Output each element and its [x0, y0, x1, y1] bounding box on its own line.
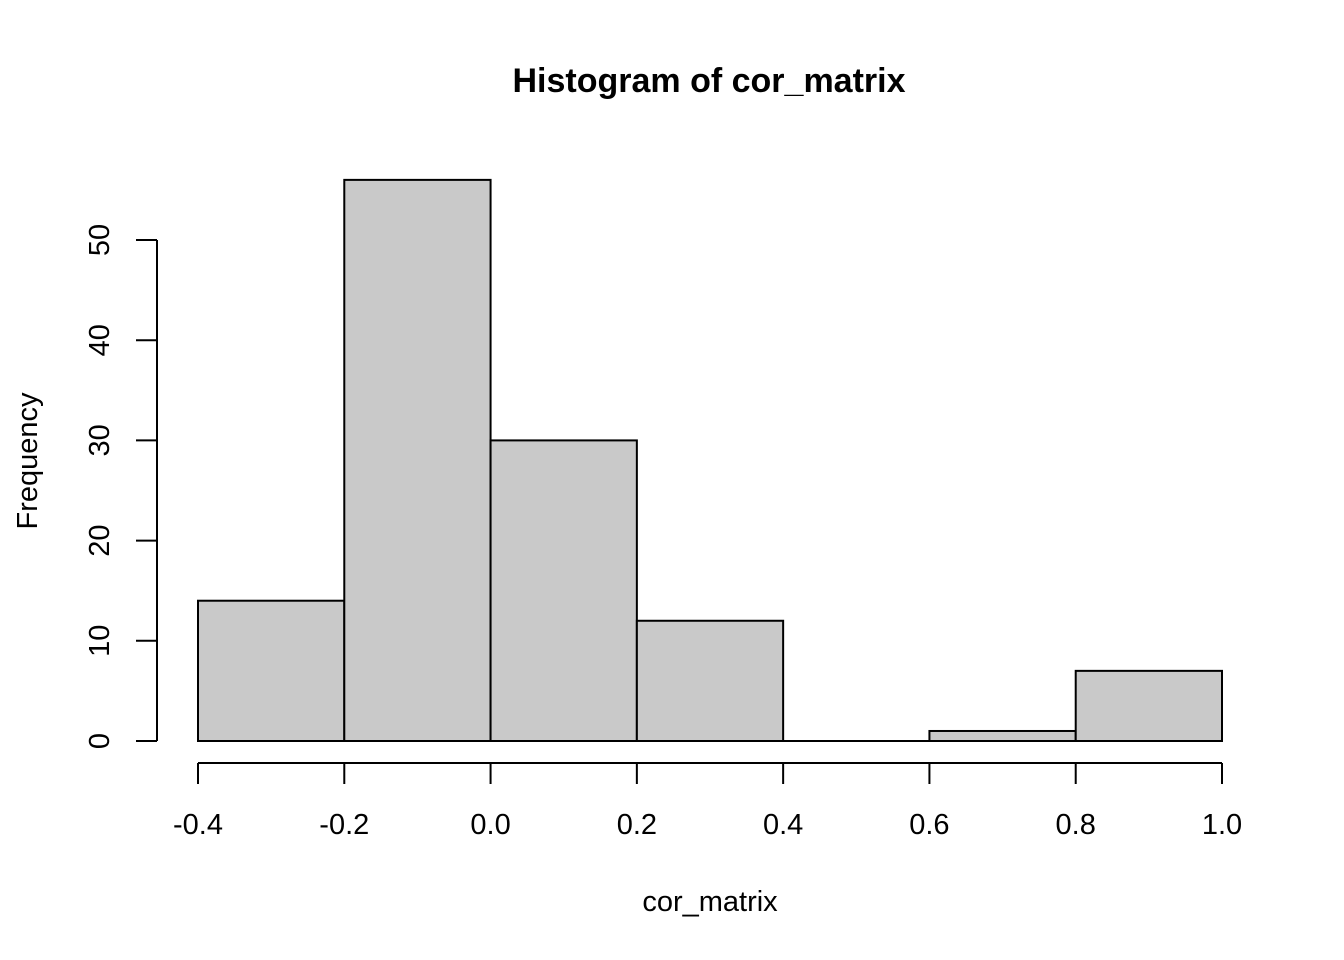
x-tick-label: 1.0 — [1202, 809, 1242, 841]
y-tick-label: 10 — [84, 625, 116, 657]
x-tick-label: 0.4 — [763, 809, 803, 841]
histogram-bar — [197, 599, 346, 742]
x-tick-label: 0.8 — [1056, 809, 1096, 841]
histogram-bar — [1074, 669, 1223, 742]
x-tick-label: 0.0 — [470, 809, 510, 841]
y-axis: 0 10 20 30 40 50 — [84, 224, 158, 749]
y-tick-label: 40 — [84, 324, 116, 356]
histogram-bar — [489, 439, 638, 742]
histogram-bar — [928, 729, 1077, 742]
chart-title: Histogram of cor_matrix — [513, 62, 906, 100]
x-tick-label: 0.6 — [909, 809, 949, 841]
y-tick-label: 50 — [84, 224, 116, 256]
x-tick-label: -0.2 — [319, 809, 369, 841]
x-axis: -0.4 -0.2 0.0 0.2 0.4 0.6 0.8 1.0 — [173, 762, 1242, 841]
x-axis-label: cor_matrix — [642, 886, 778, 918]
histogram-bars — [197, 178, 1223, 743]
y-tick-label: 0 — [84, 733, 116, 749]
histogram-bar — [635, 619, 785, 743]
y-tick-label: 20 — [84, 524, 116, 556]
histogram-bar — [343, 178, 492, 742]
x-tick-label: -0.4 — [173, 809, 223, 841]
y-tick-label: 30 — [84, 424, 116, 456]
x-tick-label: 0.2 — [617, 809, 657, 841]
y-axis-label: Frequency — [12, 392, 44, 530]
